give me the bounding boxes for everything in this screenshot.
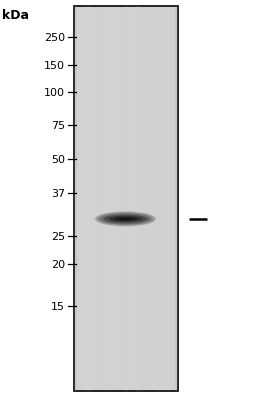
Bar (83, 7, 85, 391)
Ellipse shape (119, 219, 132, 220)
Text: 250: 250 (44, 33, 65, 43)
Bar (74, 7, 178, 391)
Bar (170, 7, 171, 391)
Bar (163, 7, 166, 391)
Ellipse shape (103, 215, 147, 224)
Bar (114, 7, 115, 391)
Text: 20: 20 (51, 259, 65, 269)
Bar (137, 7, 141, 391)
Ellipse shape (99, 214, 152, 225)
Bar (167, 7, 168, 391)
Bar (125, 7, 129, 391)
Text: 150: 150 (44, 61, 65, 71)
Ellipse shape (109, 216, 142, 223)
Bar (135, 7, 138, 391)
Bar (105, 7, 106, 391)
Bar (83, 7, 85, 391)
Bar (157, 7, 161, 391)
Text: 100: 100 (44, 88, 65, 98)
Text: 25: 25 (51, 232, 65, 241)
Bar (138, 7, 140, 391)
Bar (89, 7, 92, 391)
Bar (165, 7, 167, 391)
Bar (89, 7, 91, 391)
Bar (90, 7, 91, 391)
Bar (138, 7, 141, 391)
Bar (86, 7, 90, 391)
Bar (126, 7, 129, 391)
Ellipse shape (95, 212, 156, 227)
Bar (74, 7, 77, 391)
Bar (74, 7, 77, 391)
Text: 50: 50 (51, 155, 65, 165)
Text: kDa: kDa (2, 9, 29, 22)
Ellipse shape (96, 213, 155, 226)
Ellipse shape (114, 217, 137, 221)
Text: 37: 37 (51, 189, 65, 198)
Bar (126, 7, 130, 391)
Bar (175, 7, 178, 391)
Bar (102, 7, 104, 391)
Bar (158, 7, 161, 391)
Text: 15: 15 (51, 301, 65, 311)
Bar (142, 7, 146, 391)
Text: 75: 75 (51, 121, 65, 130)
